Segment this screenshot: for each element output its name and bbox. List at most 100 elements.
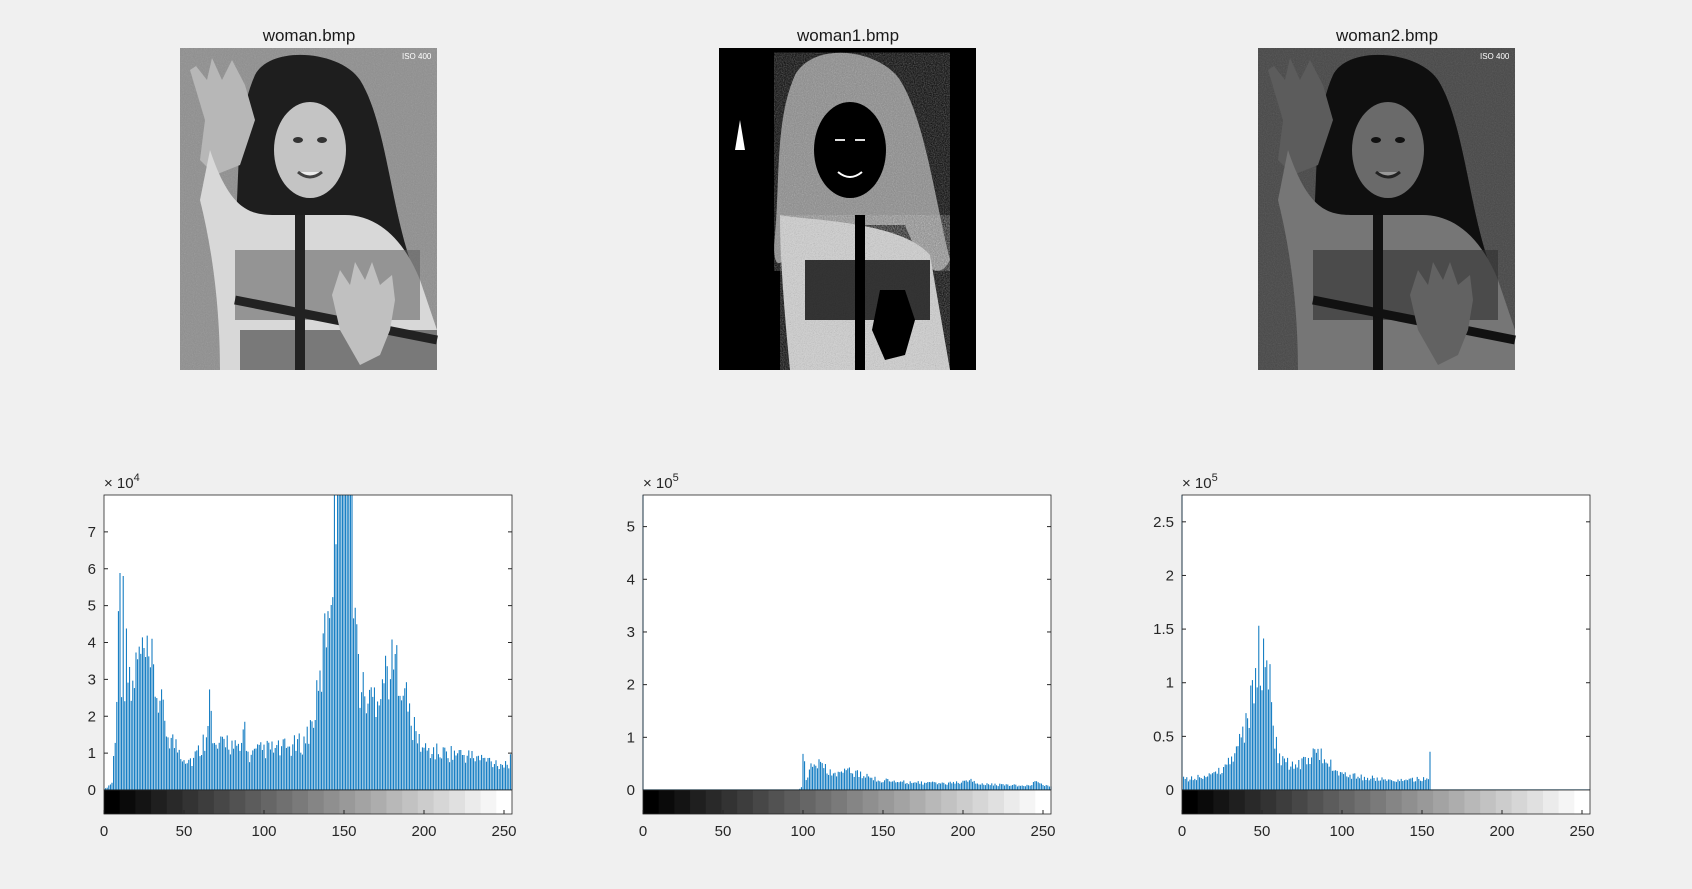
y-exponent-label: × 105 bbox=[1182, 472, 1218, 492]
colorbar-block bbox=[643, 790, 660, 814]
colorbar-block bbox=[480, 790, 497, 814]
colorbar-block bbox=[737, 790, 754, 814]
x-tick-label: 250 bbox=[491, 823, 516, 840]
y-tick-label: 1 bbox=[627, 729, 635, 746]
colorbar-block bbox=[1338, 790, 1356, 814]
colorbar-block bbox=[1197, 790, 1214, 814]
colorbar-block bbox=[909, 790, 926, 814]
y-exponent-label: × 104 bbox=[104, 472, 140, 492]
colorbar-block bbox=[1003, 790, 1021, 814]
colorbar-block bbox=[1527, 790, 1544, 814]
y-tick-label: 5 bbox=[627, 519, 635, 536]
image-subplot-1: woman.bmp ISO 400 bbox=[180, 26, 438, 370]
colorbar-block bbox=[1307, 790, 1324, 814]
colorbar-block bbox=[768, 790, 785, 814]
colorbar-block bbox=[339, 790, 356, 814]
image-stamp: ISO 400 bbox=[402, 52, 432, 61]
colorbar-border bbox=[103, 789, 513, 815]
colorbar-block bbox=[151, 790, 168, 814]
x-tick-label: 250 bbox=[1569, 823, 1594, 840]
y-exponent-power: 5 bbox=[1212, 472, 1218, 484]
colorbar-block bbox=[119, 790, 136, 814]
x-tick-label: 200 bbox=[411, 823, 436, 840]
x-tick-label: 50 bbox=[715, 823, 732, 840]
colorbar-block bbox=[1182, 790, 1199, 814]
colorbar-block bbox=[894, 790, 911, 814]
colorbar-block bbox=[213, 790, 231, 814]
colorbar-block bbox=[1260, 790, 1277, 814]
x-tick-label: 250 bbox=[1030, 823, 1055, 840]
colorbar-block bbox=[1464, 790, 1481, 814]
colorbar-block bbox=[433, 790, 450, 814]
colorbar-block bbox=[1386, 790, 1403, 814]
y-tick-label: 4 bbox=[88, 635, 96, 652]
colorbar-block bbox=[1276, 790, 1293, 814]
colorbar-block bbox=[1323, 790, 1340, 814]
x-tick-label: 0 bbox=[100, 823, 108, 840]
colorbar-block bbox=[721, 790, 738, 814]
image-stamp: ISO 400 bbox=[1480, 52, 1510, 61]
image-title: woman1.bmp bbox=[796, 26, 899, 45]
histogram-woman: 0 1 2 3 4 5 6 7 × 104 0 50 100 150 200 250 bbox=[88, 472, 517, 840]
image-title: woman2.bmp bbox=[1335, 26, 1438, 45]
y-tick-label: 2 bbox=[88, 708, 96, 725]
gray-colorbar bbox=[103, 789, 513, 815]
colorbar-block bbox=[417, 790, 435, 814]
colorbar-border bbox=[642, 789, 1052, 815]
colorbar-block bbox=[260, 790, 278, 814]
woman1-photo bbox=[719, 48, 976, 370]
y-exponent-power: 5 bbox=[673, 472, 679, 484]
y-tick-label: 5 bbox=[88, 598, 96, 615]
y-tick-label: 0.5 bbox=[1153, 728, 1174, 745]
colorbar-block bbox=[182, 790, 199, 814]
colorbar-block bbox=[799, 790, 817, 814]
colorbar-block bbox=[1480, 790, 1497, 814]
colorbar-block bbox=[988, 790, 1005, 814]
colorbar-block bbox=[1229, 790, 1246, 814]
colorbar-block bbox=[496, 790, 513, 814]
colorbar-block bbox=[1244, 790, 1261, 814]
image-subplot-2: woman1.bmp bbox=[719, 26, 976, 370]
colorbar-block bbox=[1542, 790, 1560, 814]
colorbar-block bbox=[1417, 790, 1434, 814]
y-tick-label: 2 bbox=[627, 677, 635, 694]
colorbar-block bbox=[386, 790, 403, 814]
colorbar-block bbox=[1291, 790, 1309, 814]
colorbar-block bbox=[198, 790, 215, 814]
x-tick-label: 0 bbox=[639, 823, 647, 840]
colorbar-block bbox=[1370, 790, 1387, 814]
plot-area bbox=[643, 495, 1051, 790]
colorbar-block bbox=[104, 790, 121, 814]
colorbar-block bbox=[135, 790, 152, 814]
plot-area bbox=[1182, 495, 1590, 790]
colorbar-block bbox=[941, 790, 958, 814]
colorbar-block bbox=[705, 790, 722, 814]
colorbar-block bbox=[674, 790, 691, 814]
colorbar-block bbox=[847, 790, 864, 814]
x-tick-label: 200 bbox=[1489, 823, 1514, 840]
image-title: woman.bmp bbox=[262, 26, 356, 45]
plot-area bbox=[104, 495, 512, 790]
colorbar-block bbox=[1401, 790, 1418, 814]
y-tick-label: 2 bbox=[1166, 567, 1174, 584]
x-tick-label: 100 bbox=[790, 823, 815, 840]
x-tick-label: 150 bbox=[1409, 823, 1434, 840]
colorbar-block bbox=[1448, 790, 1465, 814]
colorbar-block bbox=[166, 790, 183, 814]
colorbar-block bbox=[862, 790, 879, 814]
colorbar-block bbox=[308, 790, 325, 814]
colorbar-block bbox=[1035, 790, 1052, 814]
colorbar-block bbox=[449, 790, 466, 814]
histogram-bars bbox=[642, 495, 1052, 790]
colorbar-block bbox=[1558, 790, 1575, 814]
colorbar-block bbox=[1511, 790, 1528, 814]
woman-photo: ISO 400 bbox=[180, 48, 438, 370]
colorbar-block bbox=[752, 790, 770, 814]
y-tick-label: 0 bbox=[627, 782, 635, 799]
y-tick-label: 3 bbox=[627, 624, 635, 641]
y-tick-label: 6 bbox=[88, 561, 96, 578]
y-tick-label: 0 bbox=[1166, 782, 1174, 799]
x-tick-label: 150 bbox=[870, 823, 895, 840]
